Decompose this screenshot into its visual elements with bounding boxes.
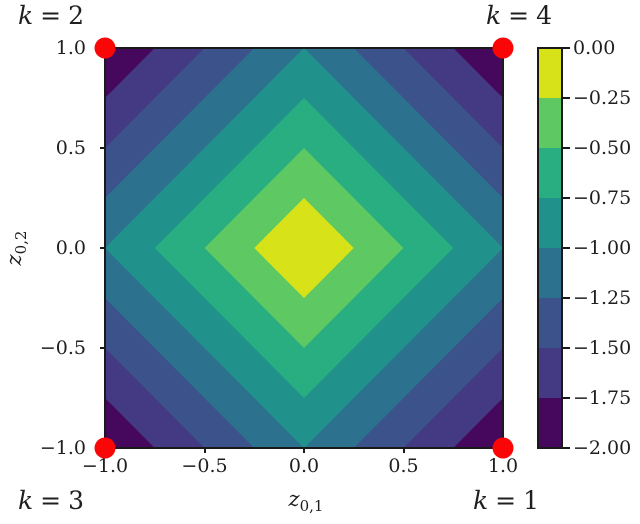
colorbar-tick-label: −2.00 [573, 437, 632, 459]
colorbar-tick-label: −1.75 [573, 387, 632, 409]
x-tick-mark [402, 448, 405, 453]
colorbar-band [538, 98, 562, 148]
x-axis-label-base: z [288, 486, 300, 511]
colorbar-tick-mark [562, 197, 570, 199]
x-tick-label: −1.0 [81, 455, 129, 477]
colorbar-tick-label: −0.75 [573, 187, 632, 209]
corner-label-value: 2 [68, 1, 85, 30]
x-tick-label: −0.5 [181, 455, 228, 477]
colorbar-band [538, 398, 562, 448]
colorbar [538, 48, 562, 448]
corner-marker-dot [94, 37, 116, 59]
y-tick-label: 0.5 [55, 137, 86, 159]
colorbar-tick-mark [562, 347, 570, 349]
y-tick-label: −0.5 [39, 337, 86, 359]
y-tick-mark [100, 147, 105, 149]
colorbar-tick-mark [562, 247, 570, 249]
y-axis-label-base: z [1, 254, 26, 266]
corner-label-equals: = [508, 1, 530, 30]
corner-label-variable: k [473, 486, 489, 515]
x-tick-label: 1.0 [487, 455, 519, 477]
colorbar-band [538, 248, 562, 298]
corner-marker-dot [94, 437, 116, 459]
colorbar-band [538, 48, 562, 98]
corner-label-variable: k [18, 1, 34, 30]
colorbar-tick-label: −0.25 [573, 87, 632, 109]
x-tick-label: 0.0 [288, 455, 320, 477]
corner-label-variable: k [18, 486, 34, 515]
colorbar-tick-mark [562, 297, 570, 299]
corner-label-equals: = [40, 486, 62, 515]
y-tick-label: 0.0 [55, 237, 86, 259]
contour-band [254, 198, 354, 298]
corner-label-top-right: k = 4 [486, 1, 552, 30]
colorbar-tick-label: −1.50 [573, 337, 632, 359]
y-tick-mark [100, 247, 105, 249]
corner-label-value: 3 [68, 486, 85, 515]
x-axis-label: z0,1 [289, 487, 324, 515]
corner-label-bottom-right: k = 1 [473, 486, 539, 515]
colorbar-tick-label: −1.25 [573, 287, 632, 309]
y-tick-label: −1.0 [39, 437, 86, 459]
corner-label-variable: k [486, 1, 502, 30]
colorbar-tick-mark [562, 147, 570, 149]
colorbar-tick-label: 0.00 [573, 37, 616, 59]
x-tick-mark [203, 448, 206, 453]
corner-label-bottom-left: k = 3 [18, 486, 84, 515]
y-tick-mark [100, 347, 105, 349]
contour-canvas [105, 48, 503, 448]
x-tick-mark [303, 448, 305, 453]
colorbar-tick-mark [562, 397, 570, 399]
colorbar-tick-label: −0.50 [573, 137, 632, 159]
y-axis-label: z0,2 [2, 231, 30, 266]
colorbar-band [538, 148, 562, 198]
y-axis-label-subscript: 0,2 [12, 230, 31, 255]
colorbar-tick-mark [562, 47, 570, 49]
corner-label-top-left: k = 2 [18, 1, 84, 30]
contour-plot [105, 48, 503, 448]
corner-label-equals: = [40, 1, 62, 30]
x-tick-label: 0.5 [388, 455, 419, 477]
colorbar-tick-label: −1.00 [573, 237, 632, 259]
colorbar-band [538, 198, 562, 248]
colorbar-band [538, 298, 562, 348]
x-axis-label-subscript: 0,1 [299, 497, 324, 516]
corner-label-equals: = [495, 486, 517, 515]
corner-label-value: 4 [536, 1, 553, 30]
corner-label-value: 1 [523, 486, 540, 515]
y-tick-label: 1.0 [55, 37, 86, 59]
corner-marker-dot [492, 37, 514, 59]
corner-marker-dot [492, 437, 514, 459]
colorbar-tick-mark [562, 97, 570, 99]
colorbar-band [538, 348, 562, 398]
colorbar-tick-mark [562, 447, 570, 449]
